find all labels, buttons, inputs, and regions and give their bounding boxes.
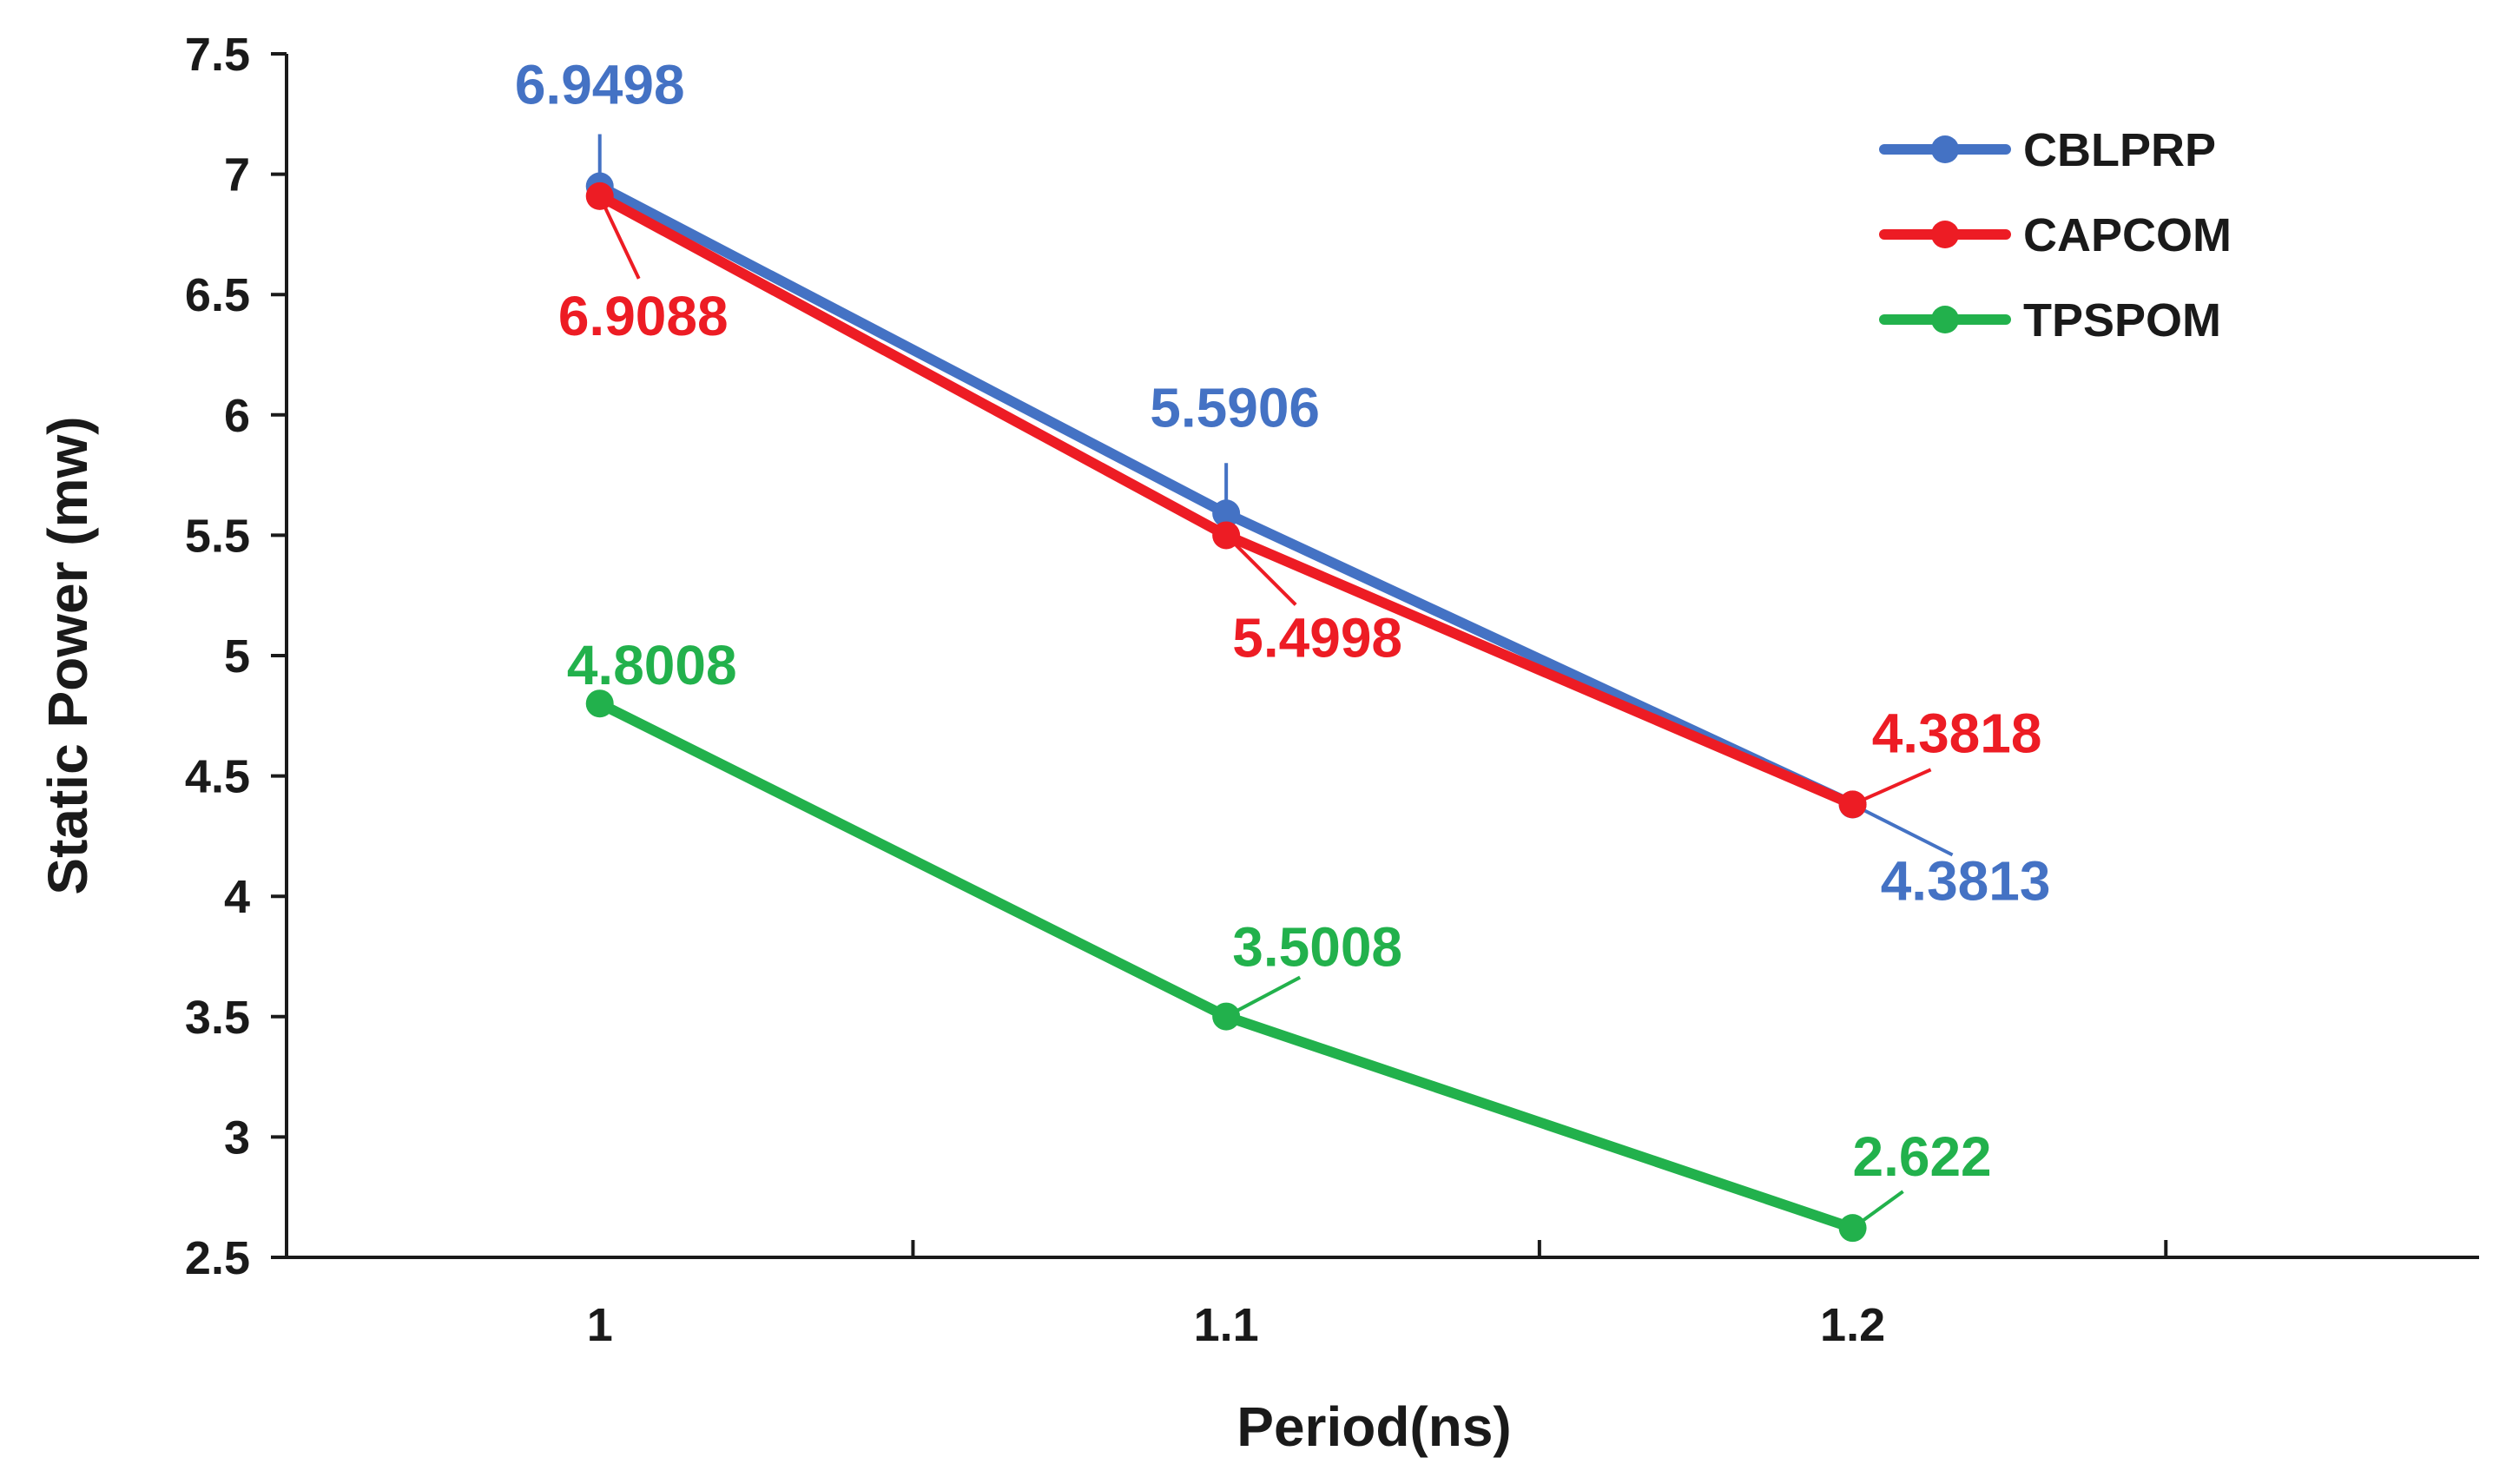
data-label-cblprp: 5.5906 — [1150, 376, 1320, 439]
legend-swatch-marker — [1931, 135, 1959, 163]
y-tick-label: 5 — [224, 630, 250, 683]
data-label-tpspom: 4.8008 — [567, 634, 737, 696]
data-label-capcom: 6.9088 — [558, 285, 729, 347]
data-label-leader-line — [1851, 802, 1954, 857]
series-line-tpspom — [594, 698, 1858, 1234]
legend-label-tpspom: TPSPOM — [2023, 294, 2221, 346]
y-tick-label: 6.5 — [185, 269, 250, 321]
data-point-cblprp — [1212, 499, 1241, 528]
x-tick-label: 1.1 — [1194, 1299, 1259, 1351]
data-point-tpspom — [1838, 1214, 1867, 1243]
y-tick-label: 7 — [224, 149, 250, 201]
y-tick-label: 4 — [224, 871, 250, 923]
y-tick-label: 3.5 — [185, 992, 250, 1044]
data-label-leader-line — [597, 195, 641, 280]
data-point-tpspom — [1212, 1002, 1241, 1031]
data-point-capcom — [1838, 790, 1867, 819]
legend-swatch-marker — [1931, 306, 1959, 333]
y-tick-label: 7.5 — [185, 29, 250, 81]
data-label-capcom: 5.4998 — [1232, 606, 1402, 669]
y-tick-label: 2.5 — [185, 1232, 250, 1284]
data-point-capcom — [1212, 521, 1241, 550]
data-label-cblprp: 6.9498 — [515, 54, 685, 116]
data-label-tpspom: 3.5008 — [1232, 916, 1402, 979]
data-label-leader-line — [1851, 768, 1932, 807]
x-tick-label: 1 — [587, 1299, 613, 1351]
data-point-tpspom — [585, 689, 614, 718]
data-label-cblprp: 4.3813 — [1881, 850, 2051, 913]
data-point-capcom — [585, 181, 614, 210]
data-label-capcom: 4.3818 — [1872, 702, 2042, 764]
data-label-tpspom: 2.622 — [1852, 1125, 1991, 1188]
y-tick-label: 3 — [224, 1111, 250, 1164]
x-tick-label: 1.2 — [1820, 1299, 1885, 1351]
data-label-leader-line — [1225, 975, 1302, 1019]
y-tick-label: 5.5 — [185, 510, 250, 562]
x-axis-title: Period(ns) — [1237, 1395, 1511, 1458]
legend-swatch-marker — [1931, 221, 1959, 248]
y-axis-title: Static Power (mw) — [36, 416, 99, 894]
data-label-leader-line — [1224, 534, 1297, 606]
legend-label-cblprp: CBLPRP — [2023, 124, 2216, 176]
y-tick-label: 4.5 — [185, 751, 250, 803]
y-tick-label: 6 — [224, 390, 250, 442]
legend-label-capcom: CAPCOM — [2023, 209, 2232, 261]
